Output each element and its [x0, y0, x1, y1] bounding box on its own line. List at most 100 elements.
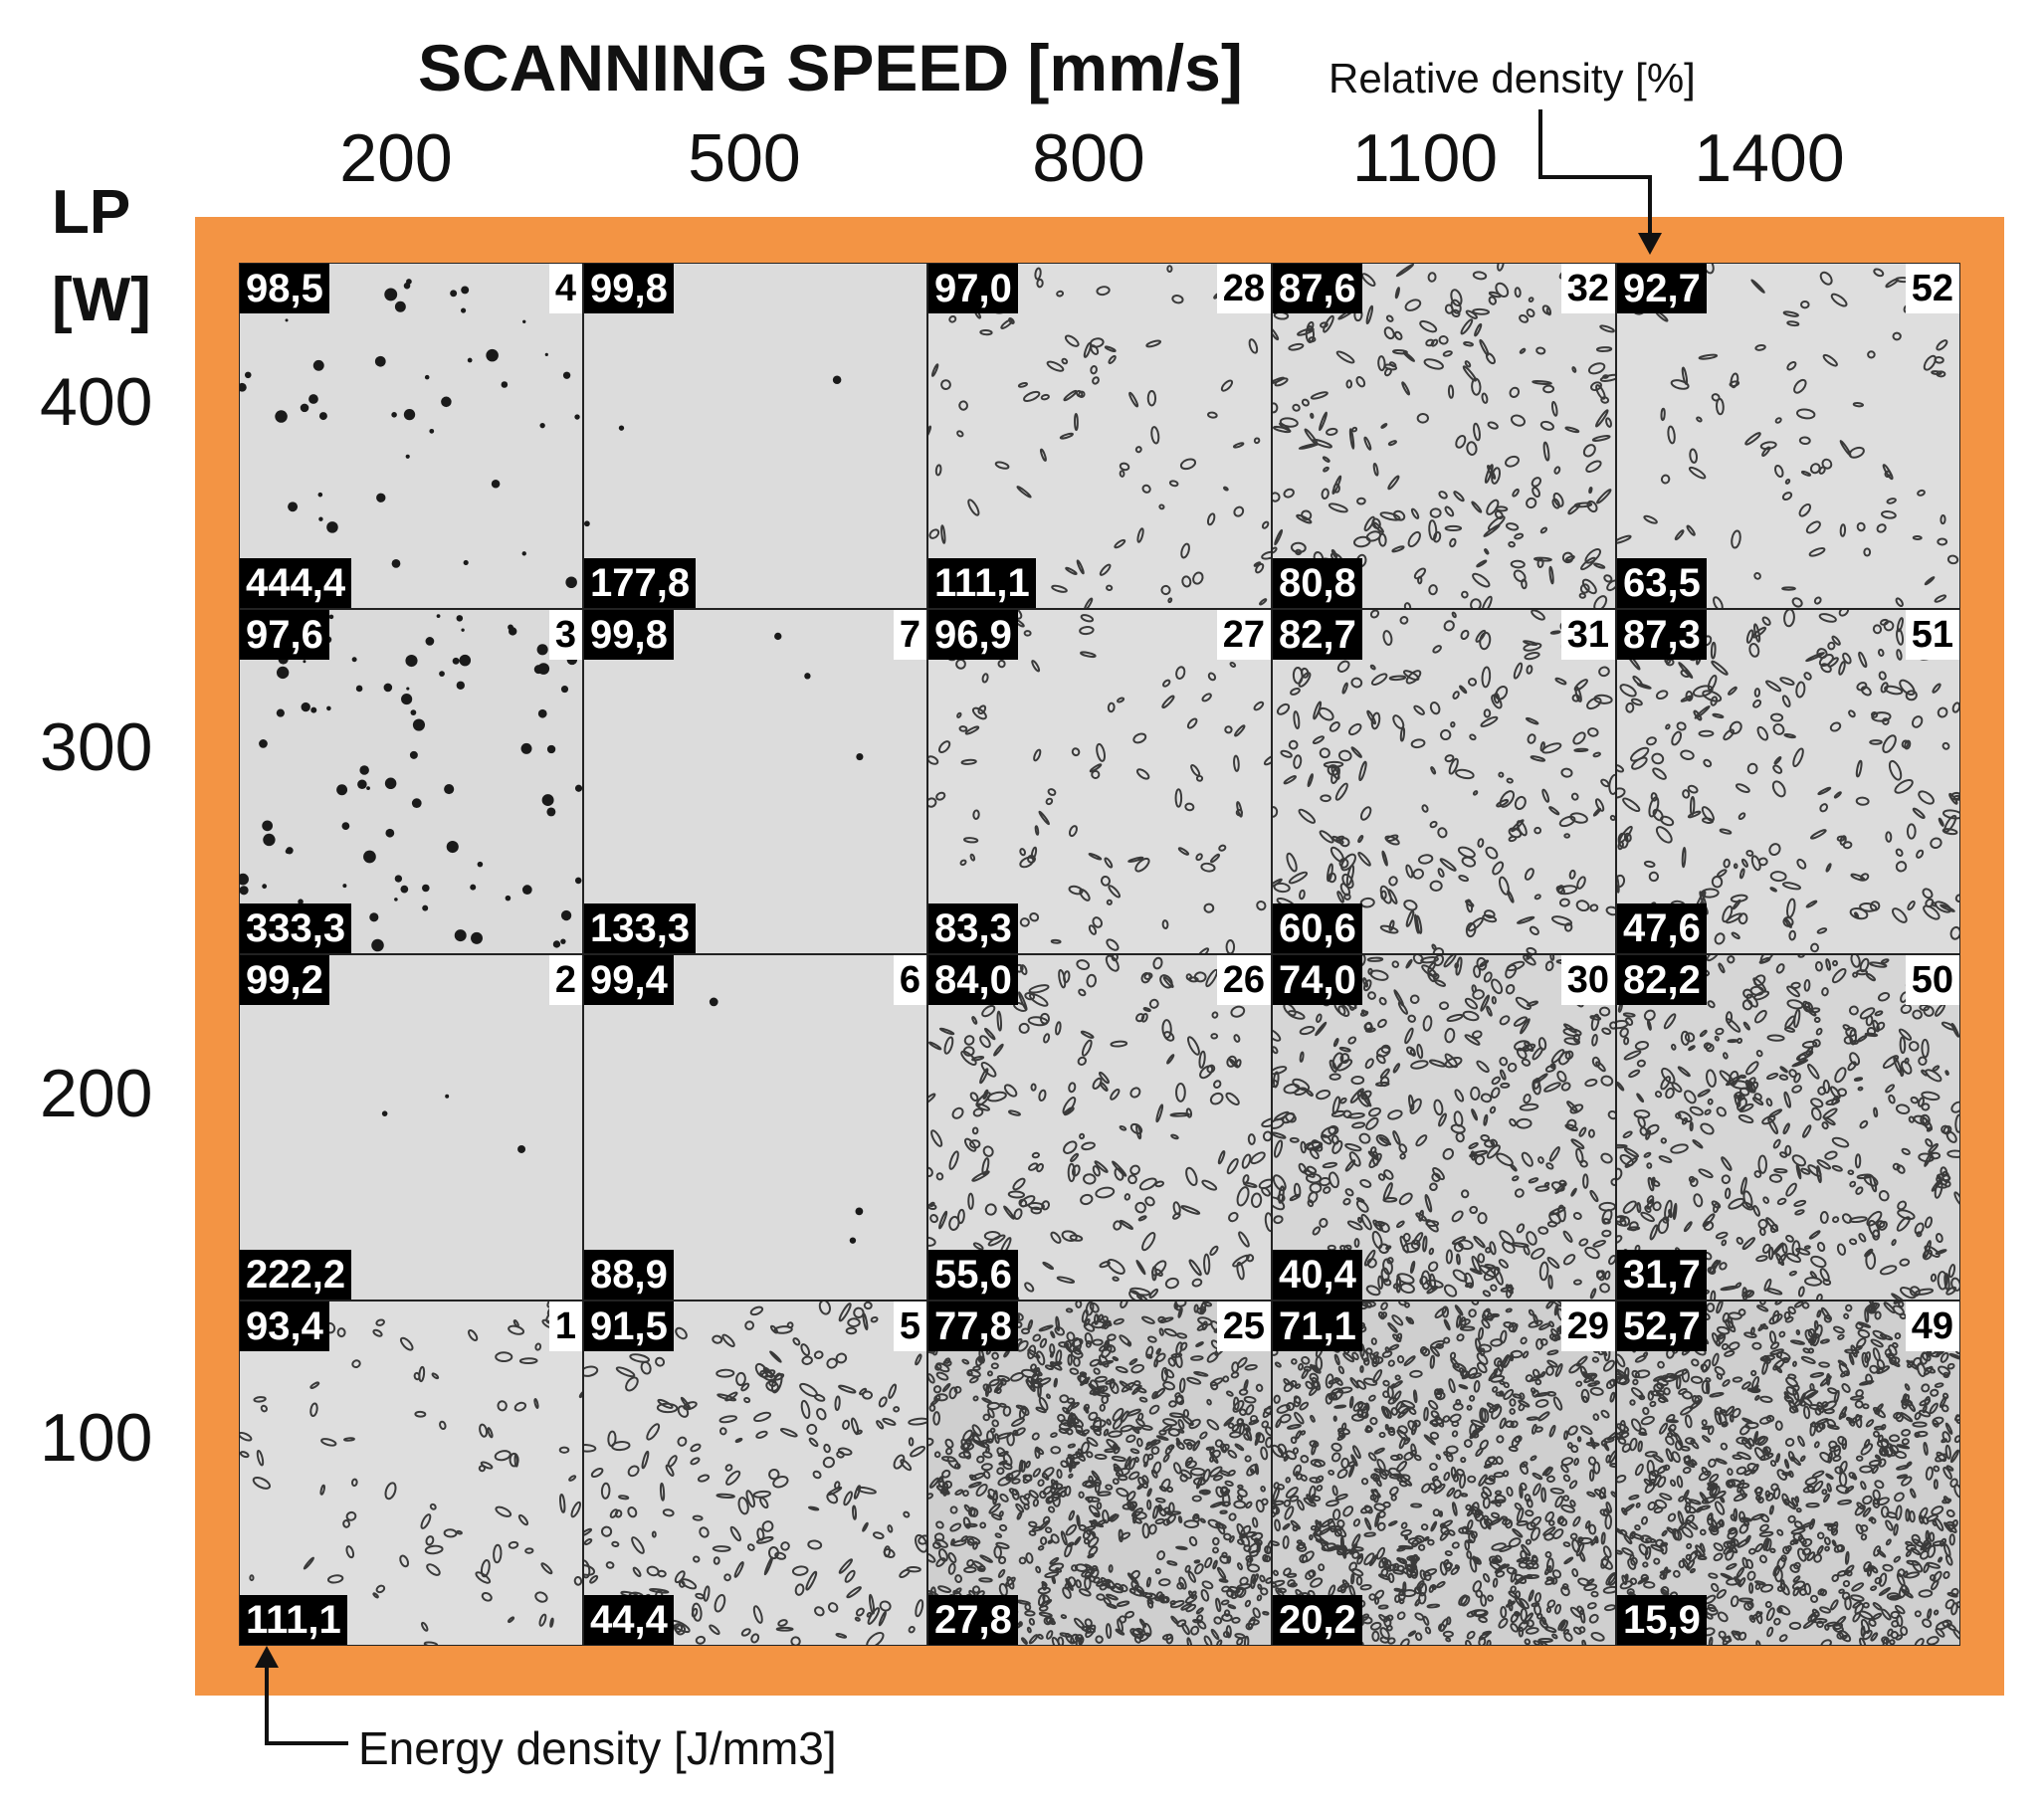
- pore: [1732, 899, 1741, 909]
- pore-texture: [928, 264, 1271, 608]
- pore: [1885, 1537, 1892, 1545]
- pore: [1628, 1069, 1641, 1079]
- pore: [729, 1525, 741, 1541]
- pore: [1560, 767, 1573, 778]
- pore: [1940, 1351, 1949, 1363]
- pore: [1384, 1423, 1389, 1431]
- pore: [1520, 1549, 1528, 1560]
- pore: [1429, 1354, 1436, 1369]
- pore: [1877, 648, 1885, 657]
- pore: [1318, 411, 1329, 432]
- pore: [1382, 1389, 1390, 1398]
- pore: [1702, 816, 1715, 824]
- pore: [1874, 1310, 1882, 1319]
- pore: [945, 1447, 953, 1455]
- pore: [1030, 846, 1038, 860]
- pore: [1643, 514, 1658, 524]
- pore: [1859, 957, 1870, 973]
- pore: [1610, 1490, 1615, 1498]
- pore: [1510, 559, 1526, 569]
- pore: [1169, 1599, 1185, 1608]
- pore: [1650, 1543, 1665, 1552]
- pore: [1180, 1469, 1193, 1479]
- pore-texture: [240, 267, 580, 593]
- pore: [1152, 1461, 1162, 1474]
- pore: [461, 307, 467, 313]
- pore: [240, 1450, 250, 1458]
- pore: [1547, 1275, 1553, 1290]
- pore: [1135, 767, 1150, 780]
- pore: [1205, 1446, 1214, 1451]
- pore: [1423, 358, 1444, 370]
- pore: [1575, 1147, 1584, 1164]
- pore: [1717, 1610, 1729, 1622]
- pore: [1253, 701, 1265, 710]
- pore: [962, 1429, 973, 1441]
- pore: [963, 1503, 971, 1512]
- pore: [1428, 584, 1438, 596]
- pore: [1078, 1587, 1092, 1597]
- pore: [1677, 1066, 1691, 1078]
- pore: [1056, 290, 1065, 298]
- pore: [1786, 898, 1796, 918]
- pore: [1192, 1439, 1201, 1451]
- pore: [1622, 1200, 1637, 1214]
- pore: [1849, 1052, 1861, 1067]
- pore: [565, 576, 577, 589]
- pore: [1787, 1305, 1796, 1314]
- pore: [1145, 1576, 1151, 1587]
- pore: [1706, 1069, 1717, 1088]
- pore: [1793, 1199, 1807, 1208]
- pore: [1396, 1556, 1406, 1564]
- pore: [982, 1145, 994, 1157]
- pore: [570, 1501, 581, 1517]
- pore: [1478, 1615, 1488, 1623]
- pore: [1769, 1223, 1778, 1234]
- pore: [1388, 918, 1395, 931]
- pore: [1703, 1221, 1715, 1232]
- pore: [1485, 352, 1496, 365]
- pore: [1430, 1339, 1445, 1348]
- pore: [1369, 664, 1376, 670]
- pore: [779, 1427, 798, 1437]
- pore: [1555, 885, 1565, 895]
- pore: [1105, 1622, 1113, 1639]
- pore: [618, 425, 625, 431]
- pore: [1681, 846, 1687, 868]
- pore: [1178, 1576, 1187, 1590]
- pore: [1012, 1429, 1019, 1436]
- pore: [400, 885, 409, 893]
- pore: [1520, 1018, 1531, 1035]
- pore: [318, 412, 327, 421]
- pore: [1605, 1501, 1612, 1513]
- pore: [1945, 1130, 1957, 1143]
- pore: [979, 1035, 991, 1049]
- pore: [1398, 1143, 1408, 1154]
- pore: [986, 1091, 1007, 1102]
- pore: [1659, 1568, 1672, 1574]
- pore: [1469, 733, 1477, 740]
- pore: [1243, 1635, 1250, 1645]
- pore: [1048, 1561, 1065, 1571]
- pore: [1588, 1613, 1599, 1624]
- pore: [1373, 1447, 1385, 1455]
- pore: [1894, 1450, 1908, 1459]
- pore: [734, 1437, 743, 1443]
- pore: [1209, 1245, 1219, 1256]
- pore: [1605, 1454, 1611, 1464]
- pore: [1848, 446, 1865, 459]
- pore: [1757, 1154, 1768, 1174]
- pore: [1765, 1098, 1773, 1107]
- pore: [1166, 1054, 1175, 1065]
- pore: [975, 1483, 988, 1497]
- pore: [1934, 356, 1944, 364]
- pore: [1028, 984, 1050, 994]
- pore: [1296, 1543, 1308, 1552]
- pore: [285, 318, 289, 322]
- pore: [1091, 1319, 1107, 1328]
- pore: [1848, 1005, 1859, 1016]
- pore: [1059, 1631, 1072, 1638]
- pore: [1598, 666, 1610, 677]
- pore: [1019, 847, 1026, 856]
- pore: [1879, 1265, 1898, 1276]
